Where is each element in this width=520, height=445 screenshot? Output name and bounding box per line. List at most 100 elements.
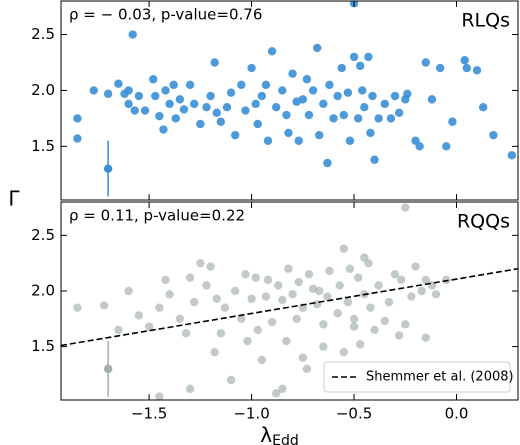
point bbox=[460, 56, 469, 65]
point bbox=[304, 110, 314, 120]
y-axis-label: Γ bbox=[8, 187, 20, 211]
point bbox=[267, 47, 277, 56]
point bbox=[284, 128, 293, 138]
point bbox=[247, 294, 256, 303]
point bbox=[294, 136, 303, 145]
point bbox=[380, 316, 389, 326]
point bbox=[386, 114, 396, 123]
point bbox=[427, 95, 437, 104]
point bbox=[335, 281, 344, 290]
point bbox=[337, 63, 346, 73]
point bbox=[155, 111, 164, 121]
point bbox=[230, 286, 240, 296]
point bbox=[73, 134, 82, 143]
point bbox=[247, 63, 256, 73]
point bbox=[114, 79, 123, 88]
stat-annotation: ρ = − 0.03, p-value=0.76 bbox=[69, 6, 262, 24]
point bbox=[155, 303, 164, 312]
point bbox=[171, 114, 180, 123]
point bbox=[364, 52, 373, 62]
point bbox=[73, 114, 82, 123]
point bbox=[431, 290, 441, 299]
point bbox=[366, 128, 375, 138]
point bbox=[196, 119, 205, 129]
point bbox=[190, 297, 199, 307]
axes-frame bbox=[60, 201, 519, 401]
point bbox=[257, 355, 267, 365]
point bbox=[489, 130, 498, 140]
point bbox=[165, 290, 174, 299]
point bbox=[175, 95, 185, 104]
legend-box bbox=[323, 361, 511, 393]
point bbox=[155, 392, 164, 400]
x-tick-label: −1.0 bbox=[233, 405, 269, 423]
point bbox=[89, 86, 98, 95]
point bbox=[448, 117, 457, 126]
point bbox=[149, 75, 158, 84]
point bbox=[261, 292, 271, 301]
point bbox=[302, 364, 312, 374]
point bbox=[263, 136, 273, 145]
point bbox=[202, 281, 211, 290]
y-tick-label: 2.5 bbox=[31, 226, 55, 244]
x-axis-label-main: λ bbox=[260, 423, 272, 445]
point bbox=[415, 142, 424, 151]
point bbox=[263, 275, 273, 285]
point bbox=[384, 297, 394, 307]
point bbox=[319, 320, 328, 329]
point bbox=[237, 80, 246, 90]
point bbox=[325, 266, 334, 276]
point bbox=[284, 264, 293, 273]
point bbox=[226, 88, 236, 97]
point bbox=[175, 314, 185, 323]
point bbox=[329, 114, 338, 123]
point bbox=[396, 275, 406, 285]
point bbox=[210, 347, 219, 357]
point bbox=[261, 80, 271, 90]
point bbox=[394, 331, 404, 340]
point bbox=[130, 106, 139, 115]
point bbox=[165, 99, 174, 109]
point bbox=[288, 290, 297, 299]
point bbox=[179, 105, 189, 114]
point bbox=[319, 99, 328, 109]
point bbox=[333, 91, 342, 101]
point bbox=[237, 314, 246, 323]
x-axis-label: λEdd bbox=[260, 423, 298, 445]
point bbox=[241, 106, 250, 115]
point bbox=[161, 275, 170, 285]
point bbox=[339, 110, 349, 120]
point bbox=[282, 336, 291, 346]
point bbox=[360, 103, 369, 112]
point bbox=[323, 158, 332, 168]
point bbox=[124, 99, 133, 109]
point bbox=[196, 258, 205, 268]
point bbox=[185, 384, 195, 394]
point bbox=[230, 130, 240, 140]
point bbox=[216, 329, 226, 338]
point bbox=[421, 58, 430, 67]
point bbox=[298, 353, 308, 362]
point bbox=[319, 342, 328, 351]
point bbox=[370, 155, 379, 164]
x-axis-label-sub: Edd bbox=[272, 433, 299, 445]
point bbox=[403, 89, 412, 98]
panel-label: RLQs bbox=[461, 10, 510, 32]
point bbox=[278, 295, 287, 305]
point bbox=[421, 275, 430, 285]
point bbox=[349, 322, 359, 331]
point bbox=[181, 329, 191, 338]
point bbox=[206, 262, 215, 271]
point bbox=[128, 30, 137, 39]
point bbox=[304, 270, 314, 279]
point bbox=[271, 103, 281, 112]
x-tick-label: 0.0 bbox=[445, 405, 469, 423]
point bbox=[243, 336, 252, 346]
point bbox=[507, 151, 517, 160]
point bbox=[325, 80, 334, 90]
trend-line bbox=[61, 267, 518, 347]
point bbox=[421, 333, 430, 342]
point bbox=[339, 347, 349, 357]
point bbox=[315, 286, 324, 296]
point bbox=[407, 292, 416, 301]
